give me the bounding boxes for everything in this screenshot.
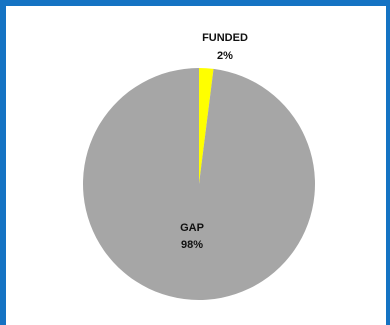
gap-slice-value: 98% [181, 239, 203, 251]
pie-slices [83, 68, 315, 300]
funded-slice-label: FUNDED [202, 32, 248, 44]
chart-panel: FUNDED 2% GAP 98% [6, 6, 386, 325]
gap-slice-label: GAP [180, 222, 204, 234]
funded-slice-value: 2% [217, 50, 233, 62]
pie-chart: FUNDED 2% GAP 98% [6, 6, 386, 325]
